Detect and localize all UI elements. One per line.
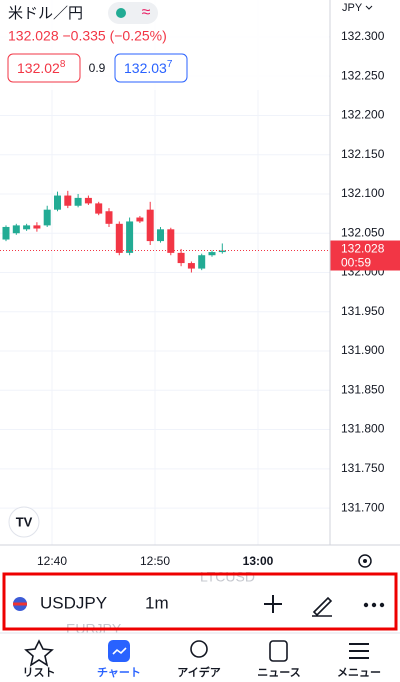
- candle-body: [157, 229, 164, 242]
- market-open-dot: [116, 8, 126, 18]
- x-tick-label: 12:40: [37, 554, 67, 568]
- nav-label[interactable]: チャート: [97, 666, 141, 679]
- candle-body: [95, 203, 103, 214]
- svg-text:TV: TV: [16, 514, 33, 529]
- badge: ≈: [142, 4, 151, 21]
- candle-body: [208, 252, 216, 256]
- flag-icon: [13, 597, 27, 611]
- bid-frac: 8: [60, 59, 66, 70]
- y-tick-label: 131.950: [341, 304, 385, 318]
- y-tick-label: 131.700: [341, 500, 385, 514]
- toolbar-interval[interactable]: 1m: [145, 593, 169, 612]
- ask: 132.037: [124, 59, 173, 76]
- y-tick-label: 131.800: [341, 422, 385, 436]
- nav-icon-menu: [349, 643, 369, 659]
- price-change: 132.028 −0.335 (−0.25%): [8, 28, 167, 44]
- y-tick-label: 131.850: [341, 382, 385, 396]
- candle-body: [12, 225, 20, 234]
- y-tick-label: 131.750: [341, 461, 385, 475]
- spread: 0.9: [89, 61, 106, 75]
- nav-icon-chart-line: [112, 647, 127, 655]
- draw-icon[interactable]: [312, 596, 333, 617]
- ghost-symbol-top: LTCUSD: [200, 569, 255, 585]
- y-tick-label: 132.100: [341, 186, 385, 200]
- currency-caret: [365, 5, 373, 10]
- ask-frac: 7: [167, 59, 173, 70]
- ask-box[interactable]: [114, 53, 188, 83]
- nav-label[interactable]: ニュース: [257, 667, 300, 679]
- toolbar-symbol[interactable]: USDJPY: [40, 593, 107, 612]
- chart-layer: 132.300 132.250 132.200 132.150 132.100 132.0…: [0, 0, 400, 568]
- price-label-box: [330, 240, 400, 271]
- add-icon[interactable]: [264, 595, 282, 613]
- candle-body: [54, 195, 61, 210]
- status-pill: [108, 2, 158, 24]
- candle-body: [146, 209, 154, 242]
- candle-body: [33, 225, 41, 229]
- candle-body: [126, 221, 134, 253]
- price-label: 132.028: [341, 242, 385, 256]
- y-tick-label: 132.200: [341, 108, 385, 122]
- candle-body: [2, 226, 10, 240]
- candle-body: [74, 197, 82, 206]
- more-icon[interactable]: [363, 602, 385, 608]
- candle-body: [64, 195, 72, 206]
- x-tick-label: 13:00: [243, 554, 274, 568]
- tv-logo: TV: [8, 506, 40, 538]
- candle-body: [198, 255, 206, 269]
- bid-box[interactable]: [7, 53, 81, 83]
- candle-body: [167, 229, 175, 253]
- candle-body: [115, 223, 123, 253]
- nav-label[interactable]: リスト: [23, 666, 56, 679]
- bid-main: 132.02: [17, 60, 60, 76]
- toolbar-frame: [2, 572, 398, 631]
- nav-label[interactable]: アイデア: [177, 665, 220, 679]
- y-tick-label: 132.150: [341, 147, 385, 161]
- currency[interactable]: JPY: [342, 2, 363, 14]
- x-tick-label: 12:50: [140, 554, 170, 568]
- y-tick-label: 132.250: [341, 68, 385, 82]
- candle-body: [105, 211, 113, 224]
- candle-body: [218, 250, 226, 253]
- candle-body: [177, 252, 185, 264]
- symbol-name: 米ドル／円: [8, 5, 83, 22]
- ask-main: 132.03: [124, 60, 167, 76]
- candle-body: [136, 217, 144, 222]
- nav-icon-list: [24, 639, 54, 667]
- settings-icon[interactable]: [358, 554, 372, 568]
- bottom-nav: リスト チャート アイデア ニュース メニュー: [23, 665, 382, 679]
- y-tick-label: 132.050: [341, 225, 385, 239]
- countdown: 00:59: [341, 256, 371, 270]
- nav-icon-ideas: [190, 640, 208, 658]
- y-tick-label: 132.300: [341, 29, 385, 43]
- bid: 132.028: [17, 59, 66, 76]
- candle-body: [187, 263, 195, 269]
- candle-body: [23, 225, 31, 230]
- y-tick-label: 131.900: [341, 343, 385, 357]
- candle-body: [84, 197, 92, 204]
- nav-icon-news: [269, 640, 288, 662]
- nav-label[interactable]: メニュー: [337, 667, 381, 679]
- candle-body: [43, 209, 51, 226]
